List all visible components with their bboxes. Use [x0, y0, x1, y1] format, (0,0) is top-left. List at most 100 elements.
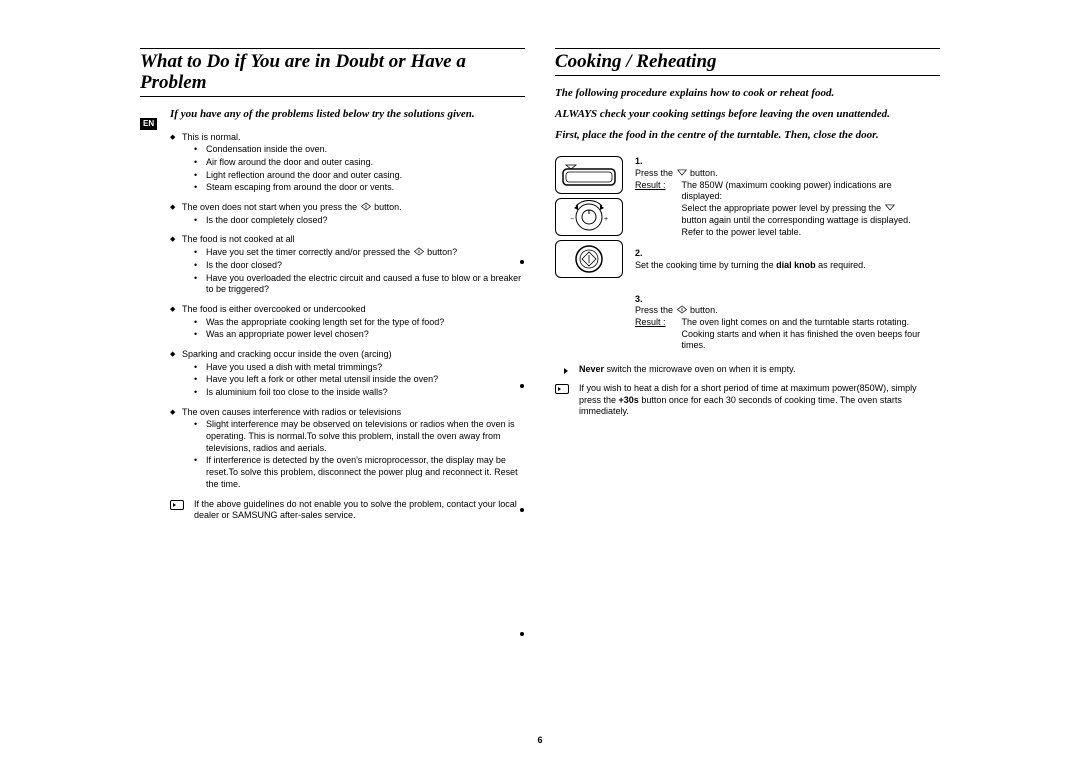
trouble-sub: • Is the door closed?	[182, 260, 525, 272]
sub-text: Light reflection around the door and out…	[206, 170, 402, 180]
microwave-display-icon	[562, 163, 616, 187]
cont-text: Select the appropriate power level by pr…	[682, 203, 884, 213]
trouble-title: The oven causes interference with radios…	[182, 407, 525, 419]
dot-bullet-icon: •	[194, 273, 197, 285]
dot-bullet-icon: •	[194, 260, 197, 272]
title-part: The oven does not start when you press t…	[182, 202, 357, 212]
step-bold: dial knob	[776, 260, 816, 270]
diamond-bullet-icon: ◆	[170, 235, 175, 244]
trouble-sub: • Have you set the timer correctly and/o…	[182, 247, 525, 259]
dot-icon	[520, 384, 524, 388]
left-intro: If you have any of the problems listed b…	[170, 107, 525, 122]
dot-bullet-icon: •	[194, 419, 197, 431]
result-label: Result :	[635, 317, 679, 329]
sub-text: button?	[427, 247, 457, 257]
trouble-sub: •Was an appropriate power level chosen?	[182, 329, 525, 341]
sub-text: Is aluminium foil too close to the insid…	[206, 387, 388, 397]
dot-icon	[520, 260, 524, 264]
troubleshoot-list: ◆ This is normal. •Condensation inside t…	[170, 132, 525, 522]
trouble-sub: • Is the door completely closed?	[182, 215, 525, 227]
diamond-bullet-icon: ◆	[170, 408, 175, 417]
step-number: 1.	[635, 156, 651, 168]
sub-text: Have you left a fork or other metal uten…	[206, 374, 438, 384]
trouble-item: ◆ This is normal. •Condensation inside t…	[170, 132, 525, 194]
sub-text: Have you overloaded the electric circuit…	[206, 273, 521, 295]
dot-bullet-icon: •	[194, 170, 197, 182]
start-icon	[360, 202, 372, 211]
svg-text:−: −	[570, 216, 574, 223]
right-intro-3: First, place the food in the centre of t…	[555, 128, 940, 143]
left-heading: What to Do if You are in Doubt or Have a…	[140, 52, 525, 94]
diamond-bullet-icon: ◆	[170, 203, 175, 212]
sub-text: Is the door closed?	[206, 260, 282, 270]
step-text: Press the	[635, 305, 676, 315]
trouble-title: The oven does not start when you press t…	[182, 202, 525, 214]
trouble-sub: •Have you left a fork or other metal ute…	[182, 374, 525, 386]
trouble-item: ◆ Sparking and cracking occur inside the…	[170, 349, 525, 399]
display-figure	[555, 156, 623, 194]
sub-text: Is the door completely closed?	[206, 215, 328, 225]
rule-under-heading	[140, 96, 525, 97]
note-text: If you wish to heat a dish for a short p…	[579, 383, 940, 418]
note-rest: switch the microwave oven on when it is …	[607, 364, 796, 374]
dot-bullet-icon: •	[194, 362, 197, 374]
step-text: Press the	[635, 168, 676, 178]
dial-knob-icon: − +	[564, 200, 614, 234]
diamond-bullet-icon: ◆	[170, 305, 175, 314]
dial-figure: − +	[555, 198, 623, 236]
title-part: button.	[374, 202, 402, 212]
note-text: If the above guidelines do not enable yo…	[194, 499, 525, 522]
diamond-bullet-icon: ◆	[170, 350, 175, 359]
sub-text: Air flow around the door and outer casin…	[206, 157, 373, 167]
sub-text: Have you used a dish with metal trimming…	[206, 362, 382, 372]
steps-text: 1. Press the button. Result : The 850W (…	[635, 156, 940, 352]
trouble-sub: •Condensation inside the oven.	[182, 144, 525, 156]
dot-bullet-icon: •	[194, 455, 197, 467]
dot-bullet-icon: •	[194, 215, 197, 227]
note-row: If you wish to heat a dish for a short p…	[555, 383, 940, 418]
right-intro-2: ALWAYS check your cooking settings befor…	[555, 107, 940, 122]
figure-column: − +	[555, 156, 625, 352]
trouble-sub: •Is aluminium foil too close to the insi…	[182, 387, 525, 399]
right-heading: Cooking / Reheating	[555, 52, 940, 73]
procedure-row: − + 1.	[555, 156, 940, 352]
trouble-sub: •Steam escaping from around the door or …	[182, 182, 525, 194]
trouble-sub: •Was the appropriate cooking length set …	[182, 317, 525, 329]
pointer-hand-icon	[555, 365, 569, 377]
page-number: 6	[0, 735, 1080, 745]
dot-icon	[520, 632, 524, 636]
dot-bullet-icon: •	[194, 317, 197, 329]
result-cont: Select the appropriate power level by pr…	[682, 203, 921, 238]
trouble-item: ◆ The oven causes interference with radi…	[170, 407, 525, 491]
rule-under-heading	[555, 75, 940, 76]
result-text: The 850W (maximum cooking power) indicat…	[682, 180, 921, 203]
trouble-sub: •Slight interference may be observed on …	[182, 419, 525, 454]
result-label: Result :	[635, 180, 679, 192]
sub-text: Have you set the timer correctly and/or …	[206, 247, 413, 257]
dot-bullet-icon: •	[194, 329, 197, 341]
page-content: What to Do if You are in Doubt or Have a…	[140, 48, 940, 522]
note-text: Never switch the microwave oven on when …	[579, 364, 940, 377]
note-box-icon	[170, 500, 184, 510]
step: 1. Press the button. Result : The 850W (…	[635, 156, 940, 238]
dot-icon	[520, 508, 524, 512]
start-icon	[413, 247, 425, 256]
left-column: What to Do if You are in Doubt or Have a…	[140, 48, 525, 522]
right-intro-1: The following procedure explains how to …	[555, 86, 940, 101]
step: 2. Set the cooking time by turning the d…	[635, 248, 940, 271]
step-text: Set the cooking time by turning the	[635, 260, 776, 270]
power-icon	[676, 168, 688, 177]
rule-top	[555, 48, 940, 49]
dot-bullet-icon: •	[194, 182, 197, 194]
trouble-sub: • Have you used a dish with metal trimmin…	[182, 362, 525, 374]
step-body: Press the button. Result : The oven ligh…	[635, 305, 922, 352]
right-column: Cooking / Reheating The following proced…	[555, 48, 940, 522]
diamond-bullet-icon: ◆	[170, 133, 175, 142]
trouble-sub: • Light reflection around the door and ou…	[182, 170, 525, 182]
trouble-item: ◆ The oven does not start when you press…	[170, 202, 525, 226]
start-icon	[676, 305, 688, 314]
step-text: as required.	[818, 260, 866, 270]
step: 3. Press the button. Result : The oven l…	[635, 294, 940, 352]
start-button-icon	[569, 242, 609, 276]
note-row: Never switch the microwave oven on when …	[555, 364, 940, 377]
